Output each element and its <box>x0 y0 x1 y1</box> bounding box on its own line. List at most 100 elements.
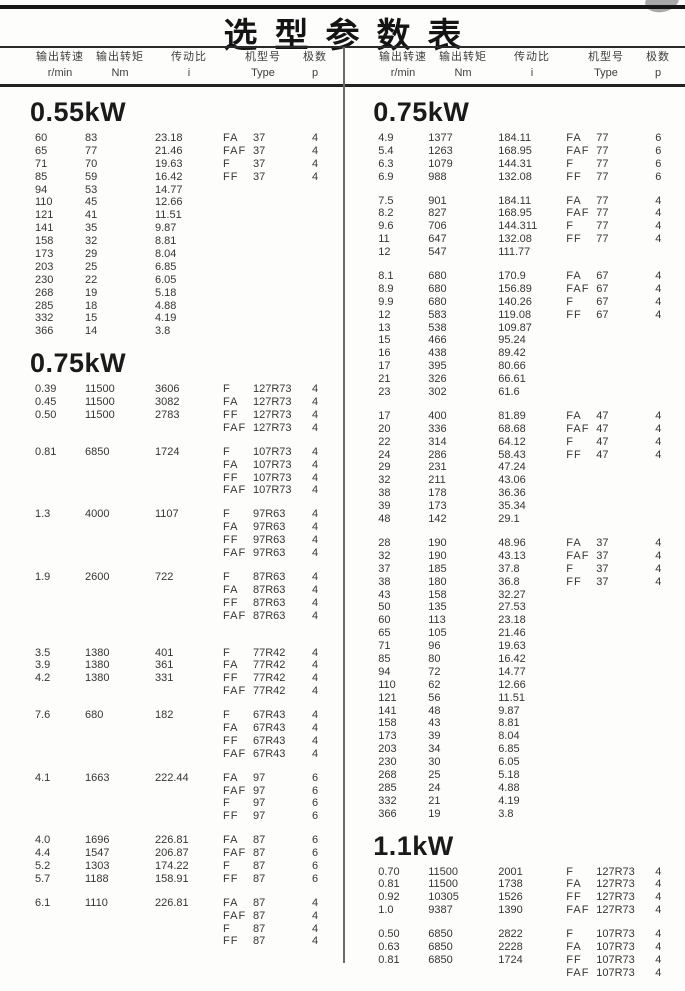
table-row: 6.9 988 132.08 FF 77 6 <box>343 171 685 184</box>
model-size: 127R73 <box>253 421 292 434</box>
cell-model-type: FAF 47 <box>566 423 646 436</box>
cell-ratio: 2822 <box>498 928 523 941</box>
cell-ratio <box>155 722 223 735</box>
cell-ratio: 170.9 <box>498 270 526 283</box>
model-size: 77 <box>596 157 609 170</box>
cell-output-torque: 70 <box>85 157 98 170</box>
cell-output-torque: 1303 <box>85 859 110 872</box>
table-row: 4.0 1696 226.81 FA 87 6 <box>0 834 342 847</box>
cell-ratio: 1724 <box>155 445 180 458</box>
model-mount-prefix: FA <box>566 132 582 144</box>
cell-output-torque <box>85 547 155 560</box>
model-size: 87 <box>253 872 266 885</box>
cell-output-speed: 32 <box>378 474 391 487</box>
cell-model-type: FAF 127R73 <box>566 904 646 917</box>
cell-output-speed: 11 <box>378 233 390 246</box>
model-size: 47 <box>596 435 609 448</box>
cell-output-speed: 110 <box>378 678 396 691</box>
cell-model-type: FF 67 <box>566 309 646 322</box>
row-group: 4.9 1377 184.11 FA 77 6 5.4 1263 168.95 FAF 77 6 6.3… <box>343 132 685 184</box>
cell-ratio: 184.11 <box>498 132 532 144</box>
cell-poles: 4 <box>655 282 662 295</box>
cell-output-speed <box>35 521 85 534</box>
cell-poles <box>646 743 670 756</box>
column-label: 输出转速 <box>36 51 84 63</box>
table-row: 13 538 109.87 <box>343 322 685 335</box>
table-row: 0.70 11500 2001 F 127R73 4 <box>343 866 685 879</box>
cell-poles: 4 <box>311 570 319 583</box>
cell-model-type <box>566 743 646 756</box>
top-rule <box>0 5 685 9</box>
cell-ratio: 9.87 <box>155 222 177 235</box>
cell-output-speed: 0.45 <box>35 396 57 409</box>
cell-output-speed: 9.6 <box>378 220 394 233</box>
model-mount-prefix <box>566 322 596 335</box>
cell-model-type: FA 67 <box>566 270 646 283</box>
column-label: 输出转矩 <box>96 51 144 63</box>
model-mount-prefix: FAF <box>223 144 247 157</box>
cell-ratio: 2783 <box>155 409 180 422</box>
cell-output-torque <box>85 935 155 948</box>
cell-output-torque: 1110 <box>85 896 108 909</box>
row-group: 1.3 4000 1107 F 97R63 4 FA 97R63 4 FF 97R63 4 FAF 97R… <box>0 508 342 560</box>
row-group: 28 190 48.96 FA 37 4 32 190 43.13 FAF 37 4 37 185 37.8… <box>343 537 685 821</box>
cell-model-type <box>566 347 646 360</box>
model-mount-prefix: FF <box>223 170 239 183</box>
column-header-output-speed: 输出转速 r/min <box>378 50 428 80</box>
cell-ratio: 27.53 <box>498 601 526 614</box>
cell-ratio: 66.61 <box>498 373 526 386</box>
cell-model-type: F 127R73 <box>223 383 303 396</box>
cell-poles: 4 <box>655 865 662 878</box>
cell-model-type: F 67R43 <box>223 709 303 722</box>
cell-poles: 4 <box>655 207 662 220</box>
cell-output-speed: 110 <box>35 196 53 209</box>
model-mount-prefix <box>566 640 596 653</box>
table-row: 20 336 68.68 FAF 47 4 <box>343 423 685 436</box>
cell-output-speed <box>35 923 85 936</box>
model-mount-prefix: FA <box>223 896 239 909</box>
cell-output-torque <box>85 685 155 698</box>
model-mount-prefix <box>566 808 596 821</box>
cell-poles: 4 <box>311 922 319 935</box>
cell-ratio: 111.77 <box>498 246 531 259</box>
cell-poles: 4 <box>311 896 319 909</box>
table-row: FA 107R73 4 <box>0 459 342 472</box>
cell-poles <box>646 705 670 718</box>
model-mount-prefix <box>566 360 596 373</box>
cell-output-speed: 230 <box>35 273 54 286</box>
cell-poles: 4 <box>655 891 662 904</box>
table-row: 285 18 4.88 <box>0 300 342 313</box>
cell-output-speed: 20 <box>378 422 391 435</box>
cell-output-speed: 60 <box>378 614 391 627</box>
table-row: 4.9 1377 184.11 FA 77 6 <box>343 132 685 145</box>
cell-ratio <box>155 534 223 547</box>
cell-poles: 4 <box>311 508 319 521</box>
column-unit: i <box>187 67 191 79</box>
model-mount-prefix: FA <box>223 721 239 734</box>
table-row: 23 302 61.6 <box>343 386 685 399</box>
cell-ratio: 12.66 <box>155 196 183 209</box>
cell-poles <box>646 730 670 743</box>
table-row: 65 105 21.46 <box>343 627 685 640</box>
table-row: 16 438 89.42 <box>343 347 685 360</box>
model-mount-prefix: F <box>566 562 574 575</box>
table-row: 38 178 36.36 <box>343 487 685 500</box>
cell-ratio: 1390 <box>498 904 523 917</box>
column-header-model-type: 机型号 Type <box>223 50 303 80</box>
cell-output-torque: 11500 <box>85 383 115 396</box>
cell-poles: 4 <box>311 583 319 596</box>
table-row: 12 547 111.77 <box>343 246 685 259</box>
row-group: 0.81 6850 1724 F 107R73 4 FA 107R73 4 FF 107R73 4 FA… <box>0 446 342 498</box>
cell-ratio: 48.96 <box>498 536 526 549</box>
cell-ratio <box>155 547 223 560</box>
cell-ratio: 29.1 <box>498 513 520 526</box>
cell-ratio: 184.11 <box>498 194 532 207</box>
cell-output-torque: 680 <box>428 270 447 283</box>
cell-output-speed: 121 <box>378 691 397 704</box>
cell-ratio: 401 <box>155 646 174 659</box>
model-mount-prefix: FA <box>223 771 239 784</box>
cell-poles: 6 <box>311 784 319 797</box>
cell-ratio: 19.63 <box>155 157 183 170</box>
model-mount-prefix: FF <box>566 448 582 461</box>
cell-output-torque <box>85 735 155 748</box>
